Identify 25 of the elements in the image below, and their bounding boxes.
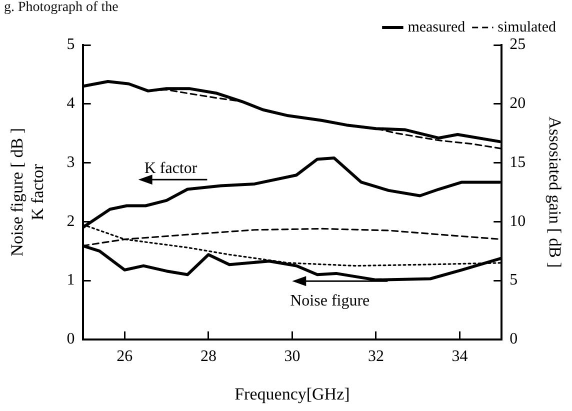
y2-tick-label: 0 (510, 330, 518, 348)
text: g. Photograph of the (4, 0, 118, 16)
annotation: K factor (144, 160, 198, 177)
y2-tick-label: 10 (510, 212, 526, 230)
y-tick-label: 5 (66, 36, 75, 54)
legend-label: measured (408, 19, 466, 36)
x-tick-label: 30 (284, 348, 300, 366)
legend-label: simulated (498, 19, 556, 36)
y-tick-label: 0 (66, 330, 75, 348)
y-tick-label: 3 (66, 154, 75, 171)
x-tick-label: 28 (200, 348, 216, 366)
x-tick-label: 34 (452, 348, 468, 366)
y2-tick-label: 25 (510, 36, 526, 54)
x-tick-label: 32 (368, 348, 384, 366)
y-axis-title: Noise figure [ dB ] K factor (8, 128, 48, 256)
y-tick-label: 4 (66, 95, 75, 112)
annotation: Noise figure (290, 292, 370, 310)
y-tick-label: 2 (66, 212, 75, 230)
x-axis-title: Frequency[GHz] (234, 384, 350, 404)
x-tick-label: 26 (116, 348, 133, 366)
y-tick-label: 1 (66, 272, 75, 289)
y2-tick-label: 20 (510, 95, 526, 112)
y2-axis-title: Assosiated gain [ dB ] (545, 116, 564, 268)
y2-tick-label: 5 (510, 272, 518, 289)
y2-tick-label: 15 (510, 154, 526, 171)
